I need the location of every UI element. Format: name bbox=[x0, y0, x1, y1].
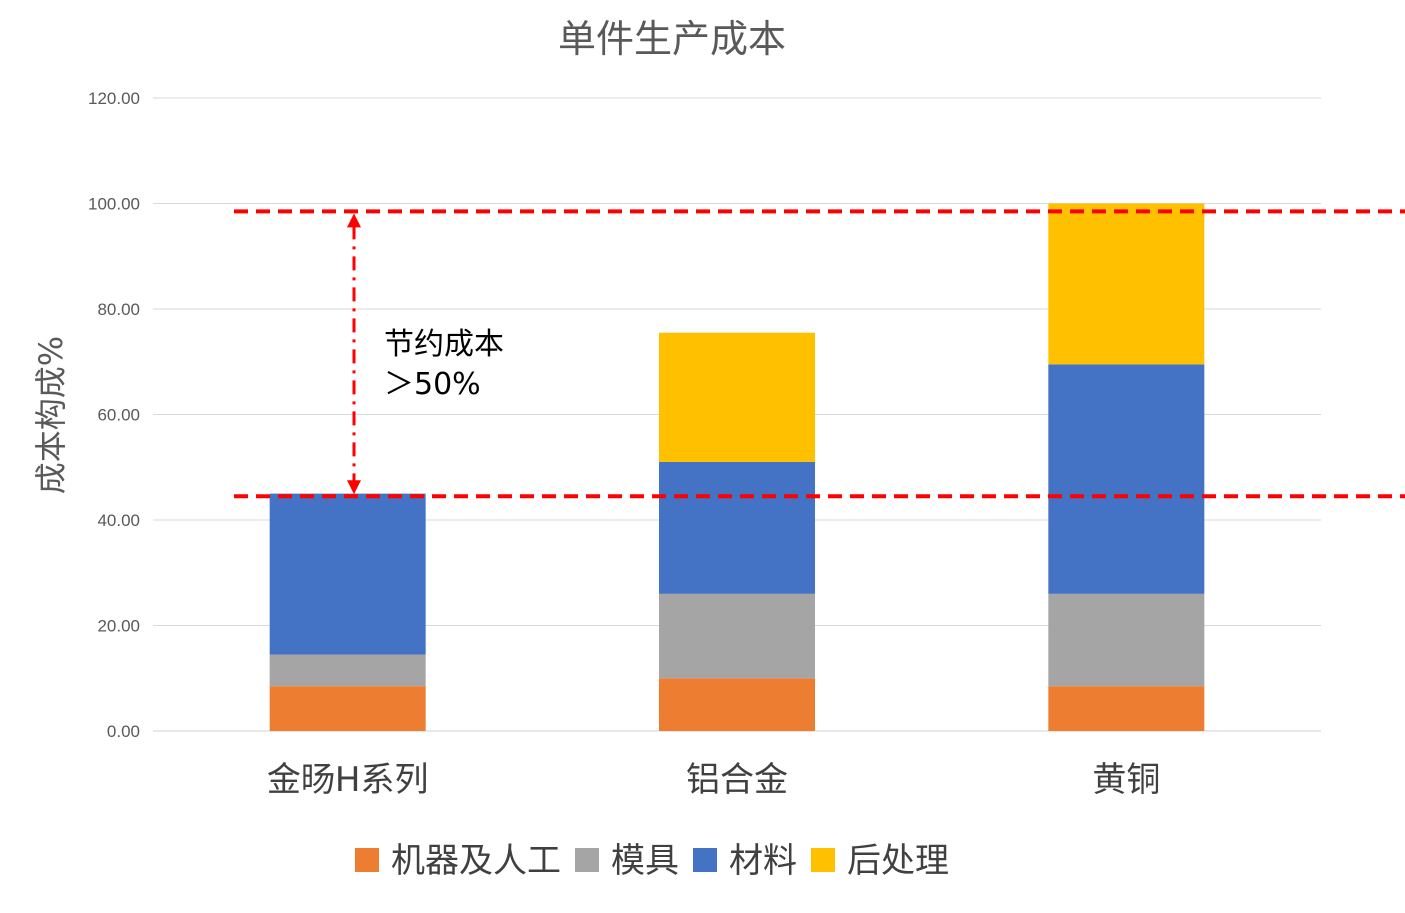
legend-label: 材料 bbox=[729, 841, 797, 881]
bar-segment bbox=[659, 332, 815, 462]
bar-segment bbox=[659, 593, 815, 679]
bar-segment bbox=[269, 654, 426, 687]
x-axis-categories: 金旸H系列 铝合金 黄铜 bbox=[267, 760, 1160, 800]
legend-label: 模具 bbox=[611, 841, 679, 881]
bar-segment bbox=[269, 686, 426, 731]
x-category-label: 铝合金 bbox=[686, 760, 788, 800]
bar-segment bbox=[1048, 203, 1205, 365]
legend-label: 机器及人工 bbox=[391, 841, 561, 881]
legend: 机器及人工 模具 材料 后处理 bbox=[355, 841, 949, 881]
bar-segment bbox=[659, 461, 815, 594]
bars bbox=[269, 203, 1205, 731]
bar-segment bbox=[659, 678, 815, 731]
arrow-head-down bbox=[347, 480, 361, 495]
y-tick-label: 120.00 bbox=[88, 89, 140, 108]
y-tick-label: 0.00 bbox=[107, 722, 140, 741]
y-tick-label: 60.00 bbox=[97, 406, 140, 425]
annotation-text: 节约成本 bbox=[384, 327, 504, 362]
legend-swatch bbox=[355, 848, 379, 872]
legend-label: 后处理 bbox=[847, 841, 949, 881]
legend-swatch bbox=[811, 848, 835, 872]
x-category-label: 金旸H系列 bbox=[267, 760, 429, 800]
savings-annotation: 节约成本 ＞50% bbox=[234, 209, 1405, 499]
y-tick-label: 80.00 bbox=[97, 300, 140, 319]
chart-title: 单件生产成本 bbox=[558, 17, 786, 61]
y-tick-label: 100.00 bbox=[88, 195, 140, 214]
bar-segment bbox=[269, 493, 426, 655]
y-axis-label: 成本构成% bbox=[32, 336, 70, 494]
annotation-text: ＞50% bbox=[384, 367, 481, 402]
x-category-label: 黄铜 bbox=[1092, 760, 1160, 800]
bar-segment bbox=[1048, 364, 1205, 594]
legend-swatch bbox=[575, 848, 599, 872]
y-axis-ticks: 0.00 20.00 40.00 60.00 80.00 100.00 120.00 bbox=[88, 89, 140, 741]
legend-swatch bbox=[693, 848, 717, 872]
arrow-head-up bbox=[347, 213, 361, 228]
y-tick-label: 40.00 bbox=[97, 511, 140, 530]
bar-segment bbox=[1048, 686, 1205, 731]
y-tick-label: 20.00 bbox=[97, 617, 140, 636]
bar-segment bbox=[1048, 593, 1205, 687]
